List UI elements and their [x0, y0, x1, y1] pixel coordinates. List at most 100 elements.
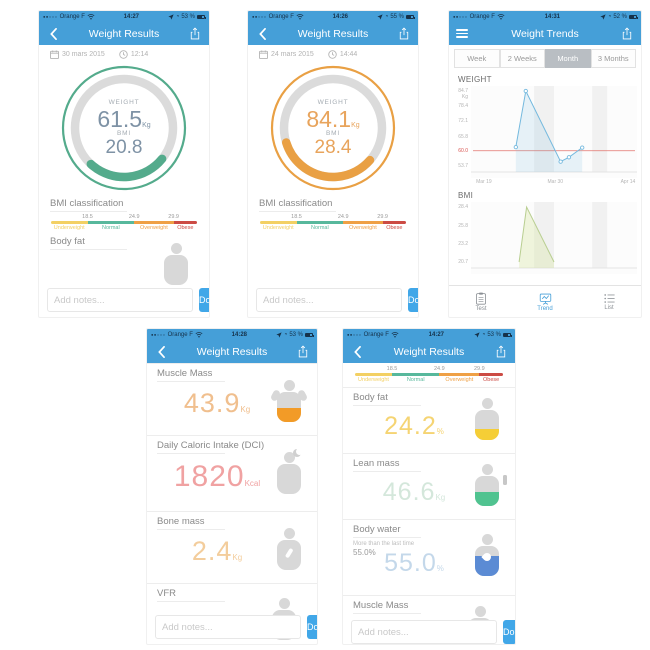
range-tab-2weeks[interactable]: 2 Weeks — [499, 49, 545, 68]
phone-screenshot-weight-result-green: ●●○○○ Orange F 14:27 ◔ 53 % Weight Results… — [38, 10, 210, 318]
body-water-section: Body water More than the last time 55.0%… — [343, 519, 515, 595]
battery-icon — [406, 14, 415, 19]
back-button[interactable] — [350, 344, 364, 360]
nav-bar: Weight Results — [147, 340, 317, 363]
body-fat-heading: Body fat — [50, 236, 85, 247]
done-button[interactable]: Done — [408, 288, 418, 312]
share-button[interactable] — [620, 26, 634, 42]
status-bar: ●●○○○ Orange F 14:27 ◔ 53 % — [39, 11, 209, 22]
weight-bmi-gauge: WEIGHT 84.1Kg BMI 28.4 — [265, 62, 401, 196]
nav-bar: Weight Trends — [449, 22, 641, 45]
calendar-icon — [259, 50, 268, 59]
page-title: Weight Results — [88, 27, 160, 40]
bmi-scale: 18.5 24.9 29.9 Underweight Normal Overweight… — [343, 363, 515, 383]
status-bar: ●●○○○ Orange F 14:26 ◔ 55 % — [248, 11, 418, 22]
battery-icon — [503, 332, 512, 337]
body-fat-section: Body fat — [39, 231, 209, 285]
location-arrow-icon — [377, 13, 383, 20]
carrier-label: Orange F — [59, 13, 85, 20]
date-range-segmented-control: Week 2 Weeks Month 3 Months — [449, 45, 641, 71]
range-tab-3months[interactable]: 3 Months — [590, 49, 636, 68]
weight-chart-plot — [471, 86, 637, 178]
bmi-chart-plot — [471, 202, 637, 274]
done-button[interactable]: Done — [503, 620, 515, 644]
status-time: 14:27 — [123, 13, 139, 20]
share-button[interactable] — [296, 344, 310, 360]
weight-label: WEIGHT — [108, 99, 140, 107]
signal-strength-icon: ●●○○○ — [252, 14, 267, 19]
body-water-heading: Body water — [353, 524, 401, 535]
bone-person-icon — [274, 528, 304, 572]
page-title: Weight Results — [393, 345, 465, 358]
share-button[interactable] — [494, 344, 508, 360]
body-water-previous: 55.0% — [353, 548, 376, 557]
bone-icon — [284, 547, 294, 558]
page-title: Weight Trends — [511, 27, 579, 40]
location-arrow-icon — [474, 331, 480, 338]
share-button[interactable] — [188, 26, 202, 42]
weight-chart-title: WEIGHT — [458, 75, 492, 84]
bmi-scale-bar — [355, 373, 503, 376]
range-tab-week[interactable]: Week — [454, 49, 500, 68]
clock-icon — [119, 50, 128, 59]
nav-bar: Weight Results — [248, 22, 418, 45]
trend-chart-icon — [539, 293, 551, 305]
share-button[interactable] — [397, 26, 411, 42]
muscle-mass-section: Muscle Mass — [343, 595, 515, 644]
weight-bmi-gauge: WEIGHT 61.5Kg BMI 20.8 — [56, 62, 192, 196]
moon-person-icon — [274, 448, 304, 496]
weight-chart-y-axis: 84.7 78.4 72.1 65.8 53.7 Kg 60.0 — [458, 88, 468, 169]
battery-percent: 55 % — [390, 13, 404, 20]
back-button[interactable] — [154, 344, 168, 360]
phone-screenshot-metrics-2: ●●○○○ Orange F 14:27 ◔ 53 % Weight Results… — [342, 328, 516, 645]
location-arrow-icon — [276, 331, 282, 338]
heading-underline — [353, 405, 422, 406]
notes-input[interactable] — [351, 620, 497, 644]
carrier-label: Orange F — [167, 331, 193, 338]
nav-bar: Weight Results — [343, 340, 515, 363]
back-button[interactable] — [46, 26, 60, 42]
notes-row: Done — [343, 616, 515, 644]
muscle-person-icon — [269, 380, 309, 424]
alarm-icon: ◔ — [175, 13, 180, 20]
carrier-label: Orange F — [469, 13, 495, 20]
battery-icon — [629, 14, 638, 19]
heading-underline — [50, 249, 127, 250]
done-button[interactable]: Done — [307, 615, 317, 639]
carrier-label: Orange F — [363, 331, 389, 338]
back-button[interactable] — [255, 26, 269, 42]
tab-list[interactable]: List — [577, 286, 641, 317]
bmi-label: BMI — [326, 130, 340, 138]
range-tab-month[interactable]: Month — [545, 49, 591, 68]
done-button[interactable]: Done — [199, 288, 209, 312]
tab-trend[interactable]: Trend — [513, 286, 577, 317]
notes-input[interactable] — [256, 288, 402, 312]
heading-underline — [157, 381, 225, 382]
battery-percent: 53 % — [289, 331, 303, 338]
menu-button[interactable] — [456, 26, 470, 42]
gauge-rings — [270, 65, 396, 191]
measurement-time: 12:14 — [130, 51, 149, 58]
measurement-date-row: 24 mars 2015 14:44 — [248, 45, 418, 61]
tab-test[interactable]: Test — [449, 286, 513, 317]
bmi-label: BMI — [117, 130, 131, 138]
bone-mass-value: 2.4Kg — [191, 536, 243, 566]
phone-screenshot-weight-result-orange: ●●○○○ Orange F 14:26 ◔ 55 % Weight Results… — [247, 10, 419, 318]
alarm-icon: ◔ — [481, 331, 486, 338]
status-time: 14:28 — [231, 331, 247, 338]
bmi-classification-heading: BMI classification — [259, 198, 333, 209]
notes-input[interactable] — [155, 615, 301, 639]
bone-mass-section: Bone mass 2.4Kg — [147, 511, 317, 583]
weight-value: 61.5Kg — [97, 105, 151, 132]
wifi-icon — [497, 14, 505, 20]
bone-mass-heading: Bone mass — [157, 516, 205, 527]
weight-chart-x-axis: Mar 19 Mar 30 Apr 14 — [476, 179, 636, 185]
muscle-mass-heading: Muscle Mass — [353, 600, 409, 611]
signal-strength-icon: ●●○○○ — [43, 14, 58, 19]
calendar-icon — [50, 50, 59, 59]
bmi-scale-labels: Underweight Normal Overweight Obese — [358, 377, 500, 383]
bmi-scale-bar — [260, 221, 406, 224]
notes-input[interactable] — [47, 288, 193, 312]
gauge-rings — [61, 65, 187, 191]
wifi-icon — [195, 332, 203, 338]
